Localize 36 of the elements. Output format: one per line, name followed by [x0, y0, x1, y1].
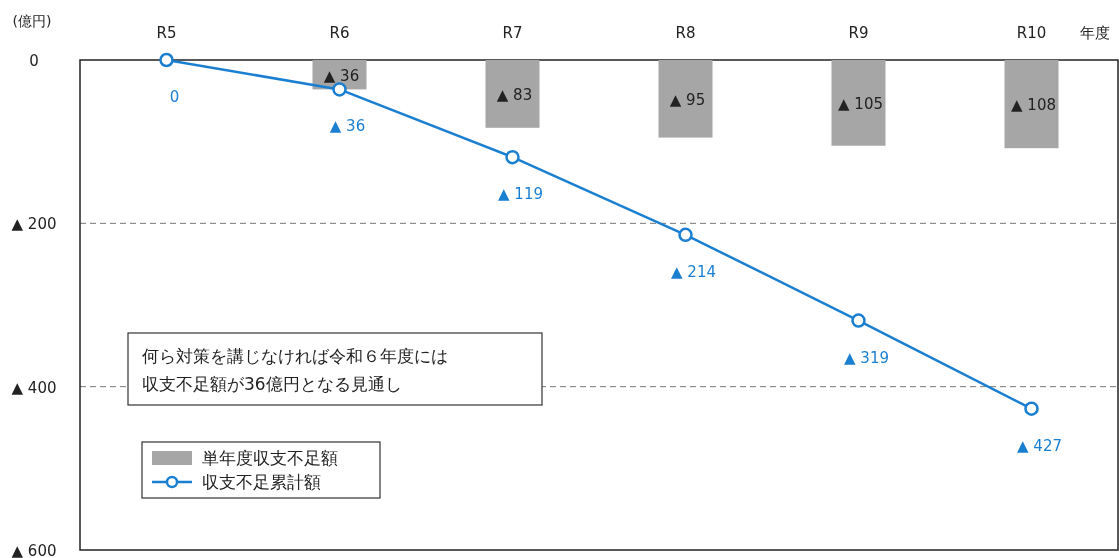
x-tick-label: R5: [156, 24, 177, 42]
legend-label: 収支不足累計額: [202, 472, 321, 492]
point: [505, 149, 520, 165]
point: [851, 313, 866, 328]
y-tick-label: 0: [29, 52, 39, 70]
data-label: ▲ 427: [1017, 436, 1062, 455]
point: [332, 82, 347, 97]
data-label: ▲ 119: [498, 185, 543, 204]
point: [1024, 401, 1039, 416]
data-label: ▲ 95: [669, 90, 706, 109]
data-label: ▲ 36: [329, 117, 366, 136]
x-tick-label: R9: [848, 24, 869, 42]
data-label: 0: [169, 88, 180, 106]
x-tick-label: R8: [675, 24, 696, 42]
x-axis-title: 年度: [1080, 24, 1110, 42]
x-tick-label: R6: [329, 24, 350, 42]
point: [678, 227, 693, 243]
data-label: ▲ 319: [844, 348, 889, 367]
legend-label: 単年度収支不足額: [202, 448, 338, 468]
y-tick-label: ▲ 200: [11, 215, 57, 234]
data-label: ▲ 83: [496, 85, 533, 104]
bar: [485, 60, 540, 128]
point: [159, 52, 174, 68]
x-tick-label: R7: [502, 24, 523, 42]
annotation: 何ら対策を講じなければ令和６年度には収支不足額が36億円となる見通し: [142, 346, 448, 394]
y-tick-label: ▲ 400: [11, 378, 57, 397]
x-tick-label: R10: [1016, 24, 1047, 42]
bar: [831, 60, 886, 146]
bar: [658, 60, 713, 138]
data-label: ▲ 36: [323, 66, 360, 85]
data-label: ▲ 214: [671, 262, 716, 281]
y-tick-label: ▲ 600: [11, 542, 57, 558]
data-label: ▲ 108: [1011, 96, 1056, 115]
data-label: ▲ 105: [838, 94, 883, 113]
y-axis-title: (億円): [12, 13, 52, 29]
bar: [1004, 60, 1059, 149]
